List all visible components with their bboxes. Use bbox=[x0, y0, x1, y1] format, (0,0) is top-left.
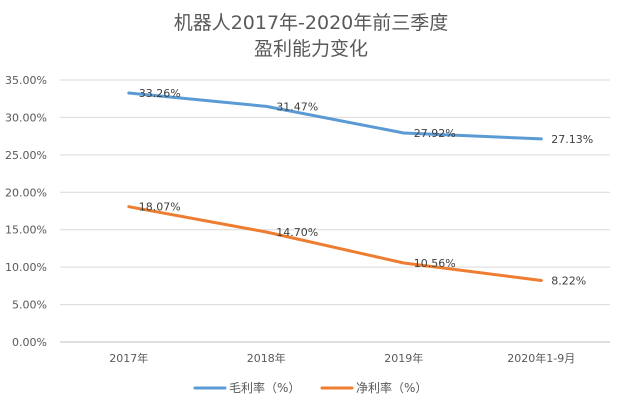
series-line-2 bbox=[127, 205, 543, 282]
y-tick-label: 0.00% bbox=[12, 336, 47, 349]
x-tick-label: 2018年 bbox=[247, 351, 286, 365]
x-tick-label: 2020年1-9月 bbox=[507, 351, 575, 365]
data-label: 33.26% bbox=[139, 87, 181, 100]
y-tick-label: 20.00% bbox=[5, 186, 47, 199]
y-tick-label: 5.00% bbox=[12, 299, 47, 312]
legend-label: 毛利率（%） bbox=[229, 380, 300, 395]
y-tick-label: 30.00% bbox=[5, 111, 47, 124]
y-tick-label: 35.00% bbox=[5, 74, 47, 87]
data-label: 10.56% bbox=[414, 257, 456, 270]
y-tick-label: 10.00% bbox=[5, 261, 47, 274]
y-tick-label: 25.00% bbox=[5, 149, 47, 162]
data-label: 8.22% bbox=[551, 274, 586, 287]
data-label: 27.92% bbox=[414, 127, 456, 140]
x-tick-label: 2017年 bbox=[109, 351, 148, 365]
legend-label: 净利率（%） bbox=[356, 380, 427, 395]
series-line-1 bbox=[127, 91, 543, 141]
data-label: 27.13% bbox=[551, 133, 593, 146]
chart-title-line-2: 盈利能力变化 bbox=[253, 38, 368, 60]
data-label: 14.70% bbox=[276, 226, 318, 239]
chart-title-line-1: 机器人2017年-2020年前三季度 bbox=[173, 12, 449, 34]
x-tick-label: 2019年 bbox=[384, 351, 423, 365]
data-label: 31.47% bbox=[276, 100, 318, 113]
y-tick-label: 15.00% bbox=[5, 224, 47, 237]
data-label: 18.07% bbox=[139, 201, 181, 214]
